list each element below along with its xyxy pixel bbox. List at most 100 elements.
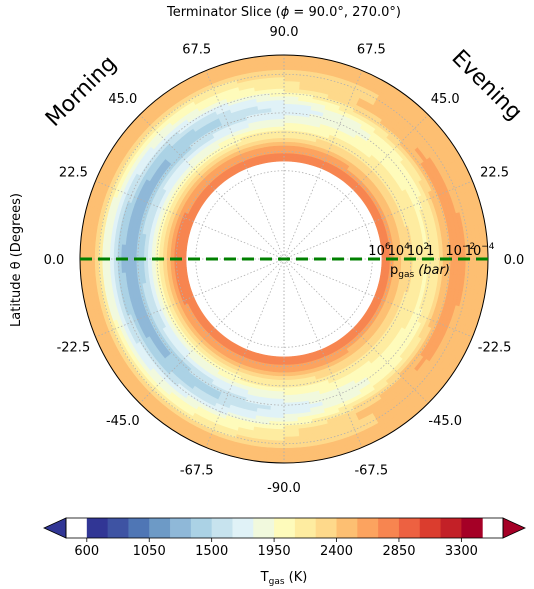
pressure-axis-label: pgas (bar)	[390, 263, 450, 280]
grid-spoke	[283, 258, 473, 338]
colorbar-ticks: 600 1050 1500 1950 2400 2850 3300	[74, 538, 478, 559]
polar-plot: 90.0 67.5 67.5 45.0 45.0 22.5 22.5 0.0 0.0 -22.5 -…	[44, 25, 525, 496]
pressure-tick-base: 10	[388, 244, 405, 259]
colorbar-segment	[170, 518, 192, 538]
grid-spoke	[95, 258, 285, 338]
colorbar-extend-low	[43, 517, 67, 539]
temperature-cell	[181, 258, 187, 269]
latitude-ticks: 90.0 67.5 67.5 45.0 45.0 22.5 22.5 0.0 0.0 -22.5 -…	[44, 25, 525, 496]
colorbar-segment	[211, 518, 233, 538]
temperature-cell	[381, 258, 387, 269]
colorbar-tick-label: 1950	[258, 544, 291, 559]
pressure-axis-label-p: p	[390, 263, 398, 278]
temperature-cell	[292, 355, 303, 361]
grid-spoke	[205, 70, 285, 260]
title-phi: ϕ	[281, 5, 290, 20]
pressure-tick-base: 10	[465, 244, 482, 259]
latitude-tick-label: 67.5	[357, 42, 386, 57]
grid-spoke	[283, 180, 473, 260]
latitude-tick-label: -45.0	[106, 414, 140, 429]
latitude-tick-label: 45.0	[431, 92, 460, 107]
pressure-axis-label-unit: (bar)	[418, 263, 450, 278]
colorbar-segment	[190, 518, 213, 538]
temperature-cell	[292, 157, 303, 163]
latitude-tick-label: -22.5	[57, 340, 91, 355]
temperature-cell	[182, 267, 188, 278]
latitude-tick-label: 67.5	[182, 42, 211, 57]
pressure-tick-base: 1	[426, 244, 434, 259]
temperature-cell	[283, 356, 294, 362]
latitude-tick-label: 45.0	[108, 92, 137, 107]
colorbar-extend-high	[502, 517, 526, 539]
colorbar-segment	[357, 518, 379, 538]
pressure-tick-label: 10−2	[445, 242, 475, 259]
grid-spoke	[283, 70, 363, 260]
colorbar-segment	[232, 518, 254, 538]
latitude-tick-label: -90.0	[267, 481, 301, 496]
latitude-tick-label: -22.5	[478, 340, 512, 355]
colorbar-segment	[315, 518, 338, 538]
grid-spoke	[205, 258, 285, 448]
pressure-tick-label: 106	[368, 242, 391, 259]
colorbar	[43, 517, 526, 539]
latitude-tick-label: 22.5	[59, 166, 88, 181]
pressure-tick-exp: 2	[423, 242, 429, 252]
temperature-cell	[283, 156, 294, 162]
pressure-tick-label: 104	[388, 242, 411, 259]
temperature-cell	[274, 356, 285, 362]
pressure-tick-base: 10	[445, 244, 462, 259]
evening-label: Evening	[446, 45, 526, 125]
colorbar-frame	[65, 517, 504, 539]
colorbar-segment	[378, 518, 400, 538]
colorbar-segment	[274, 518, 296, 538]
temperature-rings	[79, 54, 489, 464]
pressure-tick-label: 1	[426, 244, 434, 259]
grid-spoke	[139, 258, 285, 404]
colorbar-segment	[149, 518, 171, 538]
colorbar-segment	[440, 518, 462, 538]
colorbar-label: Tgas (K)	[260, 570, 308, 587]
pressure-axis-label-sub: gas	[398, 270, 414, 280]
grid-spoke	[283, 258, 363, 448]
grid-spoke	[139, 114, 285, 260]
pressure-tick-exp: 4	[404, 242, 410, 252]
pressure-tick-base: 10	[407, 244, 424, 259]
colorbar-tick-label: 2400	[320, 544, 353, 559]
temperature-cell	[182, 240, 188, 251]
colorbar-segment	[253, 518, 275, 538]
pressure-tick-exp: 6	[385, 242, 391, 252]
pressure-tick-label: 10−4	[465, 242, 495, 259]
latitude-tick-label: -67.5	[354, 464, 388, 479]
colorbar-tick-label: 600	[74, 544, 99, 559]
temperature-cell	[265, 355, 276, 361]
pressure-tick-base: 10	[368, 244, 385, 259]
grid-spoke	[283, 114, 429, 260]
temperature-cell	[265, 157, 276, 163]
temperature-cell	[380, 267, 386, 278]
title-suffix: = 90.0°, 270.0°)	[289, 5, 401, 20]
title-prefix: Terminator Slice (	[166, 5, 281, 20]
colorbar-tick-label: 3300	[445, 544, 478, 559]
latitude-tick-label: 0.0	[504, 253, 525, 268]
pressure-tick-exp: −2	[462, 242, 475, 252]
colorbar-tick-label: 1500	[195, 544, 228, 559]
y-axis-label: Latitude θ (Degrees)	[9, 193, 24, 327]
temperature-cell	[274, 156, 285, 162]
colorbar-segment	[128, 518, 150, 538]
grid-spoke	[95, 180, 285, 260]
grid-spoke	[283, 258, 429, 404]
latitude-tick-label: -67.5	[180, 464, 214, 479]
colorbar-label-unit: (K)	[285, 570, 308, 585]
pressure-tick-label: 102	[407, 242, 429, 259]
pressure-tick-exp: −4	[481, 242, 495, 252]
colorbar-tick-label: 1050	[133, 544, 166, 559]
colorbar-label-sub: gas	[269, 577, 285, 587]
chart-title: Terminator Slice (ϕ = 90.0°, 270.0°)	[166, 5, 401, 20]
latitude-tick-label: 0.0	[44, 253, 65, 268]
colorbar-segment	[419, 518, 442, 538]
colorbar-tick-label: 2850	[382, 544, 415, 559]
colorbar-segment	[107, 518, 129, 538]
latitude-tick-label: -45.0	[428, 414, 462, 429]
